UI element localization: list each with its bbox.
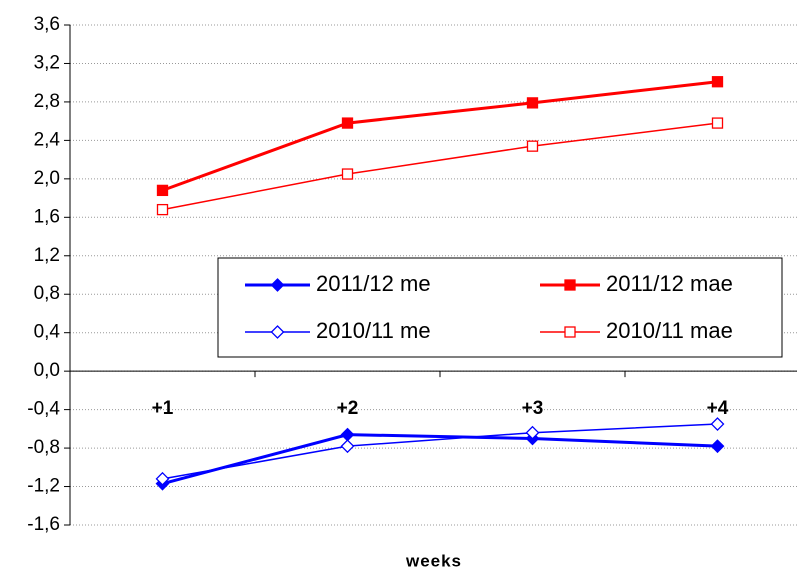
legend xyxy=(217,257,783,358)
marker xyxy=(710,417,725,431)
legend-label: 2010/11 mae xyxy=(606,318,733,343)
x-tick-label: +2 xyxy=(337,398,359,419)
marker xyxy=(564,326,576,338)
marker xyxy=(526,140,539,152)
x-tick-label: +1 xyxy=(152,398,174,419)
line xyxy=(162,122,718,211)
x-tick-label: +4 xyxy=(707,398,729,419)
x-tick-label: +3 xyxy=(522,398,544,419)
marker xyxy=(156,184,169,197)
marker xyxy=(564,279,576,291)
marker xyxy=(711,76,724,88)
y-tick-label: 0,8 xyxy=(34,283,60,304)
marker xyxy=(340,439,355,454)
marker xyxy=(526,97,539,109)
y-tick-label: 3,6 xyxy=(34,14,60,35)
y-tick-label: 2,0 xyxy=(34,168,60,189)
legend-label: 2011/12 me xyxy=(316,271,431,296)
y-tick-label: -0,8 xyxy=(27,437,60,458)
x-axis-title: weeks xyxy=(405,551,462,570)
line xyxy=(162,433,718,486)
marker xyxy=(340,427,355,442)
legend-label: 2011/12 mae xyxy=(606,271,733,296)
legend-label: 2010/11 me xyxy=(316,318,431,343)
marker xyxy=(711,117,724,129)
marker xyxy=(270,278,285,292)
line xyxy=(161,80,718,192)
y-tick-label: -0,4 xyxy=(27,399,60,420)
marker xyxy=(341,168,354,180)
line xyxy=(162,423,718,480)
y-tick-label: 2,8 xyxy=(34,91,60,112)
y-tick-label: 0,4 xyxy=(34,322,61,343)
y-tick-label: 1,6 xyxy=(34,206,60,227)
y-tick-label: 0,0 xyxy=(34,360,60,381)
marker xyxy=(155,471,170,486)
marker xyxy=(525,425,540,440)
y-tick-label: -1,6 xyxy=(27,514,60,535)
marker xyxy=(341,117,354,129)
y-tick-label: 3,2 xyxy=(34,52,60,73)
marker xyxy=(710,439,725,454)
marker xyxy=(156,203,169,216)
marker xyxy=(270,325,285,339)
y-tick-label: -1,2 xyxy=(27,476,60,497)
y-tick-label: 1,2 xyxy=(34,245,60,266)
y-tick-label: 2,4 xyxy=(34,129,61,150)
